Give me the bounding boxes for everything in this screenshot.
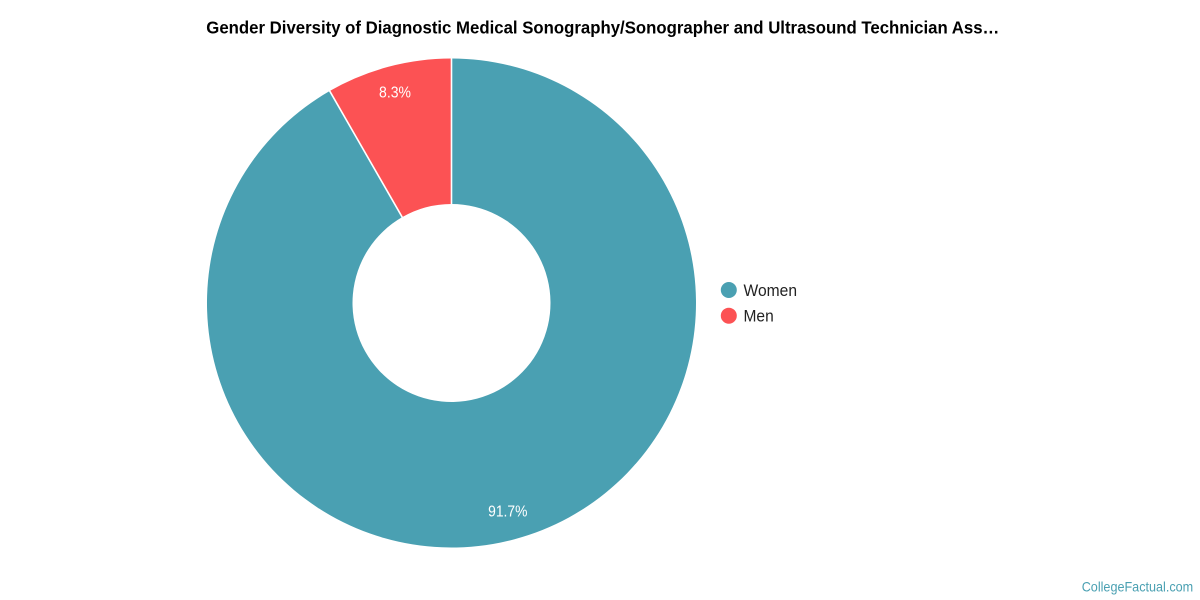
svg-text:Gender Diversity of Diagnostic: Gender Diversity of Diagnostic Medical S… [206, 17, 999, 37]
svg-text:91.7%: 91.7% [488, 503, 527, 520]
svg-text:CollegeFactual.com: CollegeFactual.com [1082, 578, 1194, 594]
svg-text:Women: Women [744, 281, 798, 300]
svg-text:Men: Men [744, 307, 774, 326]
svg-text:8.3%: 8.3% [379, 85, 411, 102]
